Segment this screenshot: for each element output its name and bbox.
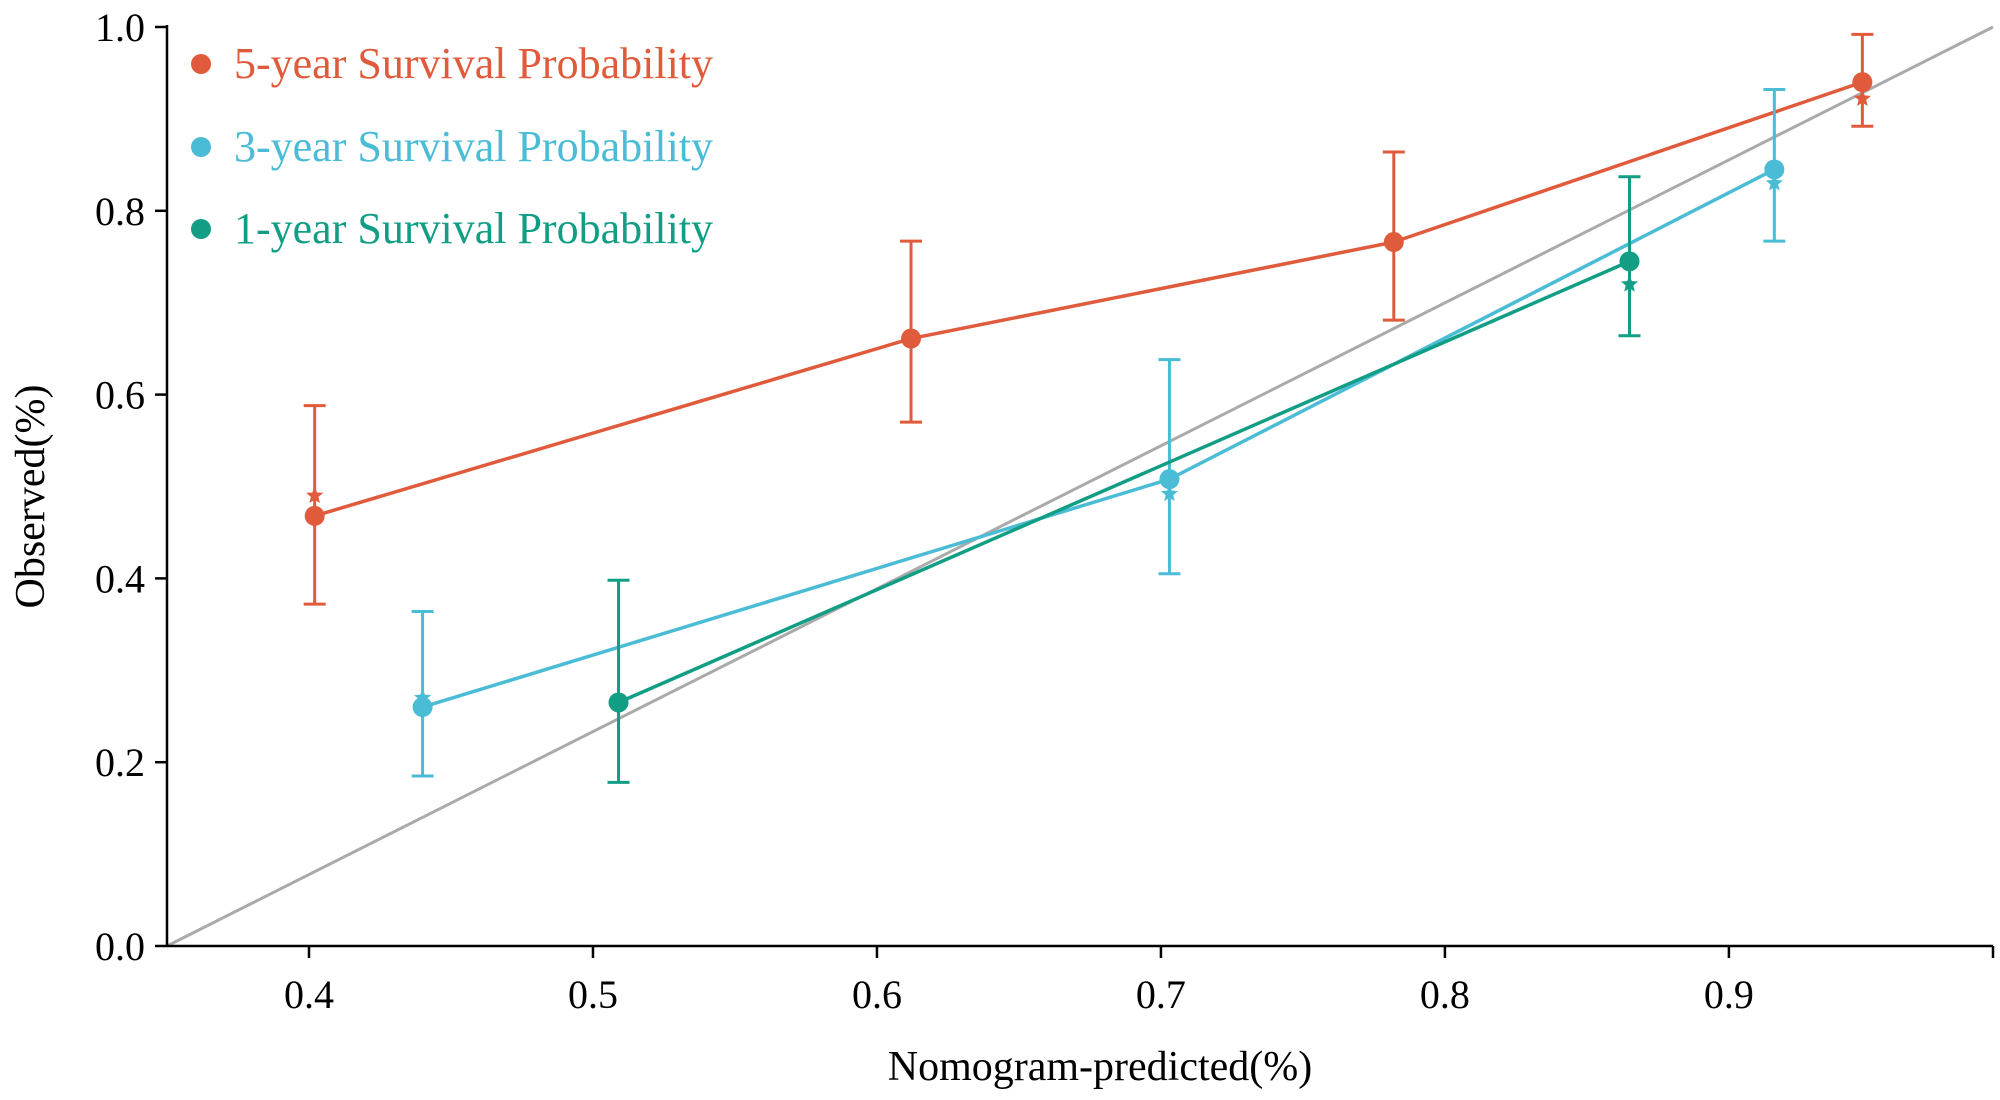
x-tick-label: 0.4 — [284, 972, 334, 1017]
y-tick-label: 0.0 — [95, 924, 145, 969]
star-marker — [1620, 275, 1639, 292]
star-marker — [1765, 174, 1783, 191]
y-tick-label: 1.0 — [95, 5, 145, 50]
x-axis-ticks: 0.4 0.5 0.6 0.7 0.8 0.9 — [284, 946, 1995, 1017]
data-point — [1764, 159, 1785, 180]
y-axis-title: Observed(%) — [8, 385, 54, 609]
series-line — [617, 259, 1631, 705]
data-point — [1852, 72, 1873, 93]
y-tick-label: 0.4 — [95, 556, 145, 601]
legend-item-3-year: 3-year Survival Probability — [191, 122, 713, 171]
legend-item-5-year: 5-year Survival Probability — [191, 39, 713, 88]
series-1 — [411, 87, 1786, 778]
legend-marker-1-year — [191, 219, 211, 239]
data-point — [1383, 232, 1404, 253]
series-0 — [303, 32, 1874, 606]
data-point — [1619, 251, 1640, 272]
x-axis-title: Nomogram-predicted(%) — [888, 1044, 1313, 1090]
legend-label-1-year: 1-year Survival Probability — [234, 204, 713, 253]
data-point — [608, 692, 629, 713]
star-marker — [1853, 89, 1871, 106]
series-line — [314, 80, 1863, 518]
star-marker — [1160, 484, 1179, 502]
y-tick-label: 0.2 — [95, 740, 145, 785]
x-tick-label: 0.8 — [1420, 972, 1470, 1017]
x-tick-label: 0.6 — [852, 972, 902, 1017]
data-point — [304, 505, 325, 526]
legend-marker-5-year — [191, 54, 211, 74]
legend-item-1-year: 1-year Survival Probability — [191, 204, 713, 253]
data-point — [1159, 469, 1180, 490]
y-axis-ticks: 0.0 0.2 0.4 0.6 0.8 1.0 — [95, 5, 167, 969]
legend-label-3-year: 3-year Survival Probability — [234, 122, 713, 171]
series-2 — [607, 175, 1641, 784]
legend-marker-3-year — [191, 137, 211, 157]
reference-diagonal-line — [166, 25, 1994, 948]
data-point — [901, 328, 922, 349]
y-tick-label: 0.6 — [95, 373, 145, 418]
legend-label-5-year: 5-year Survival Probability — [234, 39, 713, 88]
data-point — [412, 697, 433, 718]
y-tick-label: 0.8 — [95, 189, 145, 234]
series-layer — [303, 32, 1874, 784]
x-tick-label: 0.9 — [1704, 972, 1754, 1017]
star-marker — [306, 486, 324, 503]
x-tick-label: 0.7 — [1136, 972, 1186, 1017]
legend: 5-year Survival Probability 3-year Survi… — [191, 39, 713, 253]
x-tick-label: 0.5 — [568, 972, 618, 1017]
